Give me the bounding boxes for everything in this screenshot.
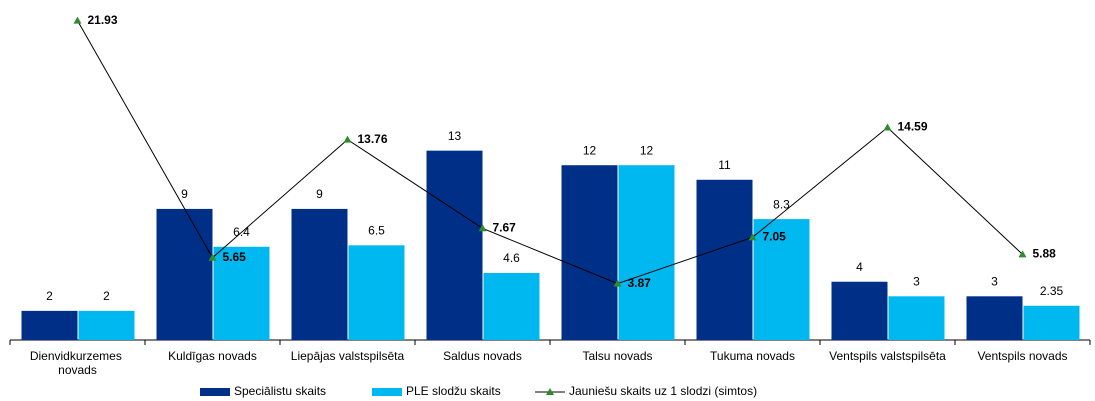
x-tick-label: Talsu novads xyxy=(582,349,652,363)
bar-value-label: 4.6 xyxy=(503,251,520,265)
bar-value-label: 9 xyxy=(181,187,188,201)
x-tick-label: Liepājas valstspilsēta xyxy=(291,349,405,363)
line-value-label: 14.59 xyxy=(898,120,928,134)
x-tick-label: Ventspils valstspilsēta xyxy=(829,349,946,363)
bar-value-label: 8.3 xyxy=(773,197,790,211)
bar-value-label: 13 xyxy=(448,129,462,143)
bar-value-label: 6.5 xyxy=(368,223,385,237)
bar-value-label: 2 xyxy=(103,289,110,303)
bar xyxy=(426,150,483,340)
line-value-label: 7.05 xyxy=(763,229,787,243)
line-value-label: 5.88 xyxy=(1033,247,1057,261)
line-marker xyxy=(613,279,622,287)
bar-value-label: 12 xyxy=(583,143,597,157)
bar-value-label: 3 xyxy=(913,274,920,288)
line-value-label: 21.93 xyxy=(88,13,118,27)
line-value-label: 5.65 xyxy=(223,250,247,264)
bar xyxy=(966,296,1023,340)
line-marker xyxy=(1018,250,1027,258)
bar xyxy=(888,296,945,340)
x-tick-label-line: novads xyxy=(58,363,97,377)
bar-value-label: 2 xyxy=(46,289,53,303)
x-tick-label: Ventspils novads xyxy=(977,349,1067,363)
bar-value-label: 9 xyxy=(316,187,323,201)
bar xyxy=(1023,305,1080,340)
bar xyxy=(348,245,405,340)
x-tick-label: Dienvidkurzemes novads xyxy=(30,349,125,377)
bar xyxy=(78,310,135,340)
bar-value-label: 2.35 xyxy=(1040,284,1064,298)
legend-label: PLE slodžu skaits xyxy=(406,384,501,398)
legend-swatch xyxy=(200,388,230,396)
bar xyxy=(213,246,270,340)
bar-value-label: 4 xyxy=(856,260,863,274)
bar xyxy=(618,165,675,340)
line-marker xyxy=(883,123,892,131)
line-marker xyxy=(478,224,487,232)
line-marker xyxy=(208,253,217,261)
bar xyxy=(483,273,540,340)
bar-value-label: 12 xyxy=(640,143,654,157)
bar xyxy=(291,208,348,340)
line-marker xyxy=(73,16,82,24)
line-marker xyxy=(343,135,352,143)
bar xyxy=(561,165,618,340)
x-tick-label: Tukuma novads xyxy=(710,349,795,363)
x-tick-label-line: Dienvidkurzemes xyxy=(30,349,125,363)
bar xyxy=(831,281,888,340)
bar-value-label: 11 xyxy=(718,158,731,172)
bar xyxy=(156,208,213,340)
bar xyxy=(753,219,810,340)
x-tick-label: Saldus novads xyxy=(443,349,522,363)
line-value-label: 3.87 xyxy=(628,276,652,290)
bar-value-label: 3 xyxy=(991,274,998,288)
line xyxy=(77,20,1023,285)
line-value-label: 13.76 xyxy=(358,132,388,146)
legend-label: Jauniešu skaits uz 1 slodzi (simtos) xyxy=(569,384,757,398)
bar xyxy=(696,179,753,340)
x-tick-label: Kuldīgas novads xyxy=(168,349,257,363)
bar xyxy=(21,310,78,340)
legend-label: Speciālistu skaits xyxy=(234,384,326,398)
line-marker xyxy=(748,233,757,241)
legend-swatch xyxy=(372,388,402,396)
line-value-label: 7.67 xyxy=(493,220,517,234)
legend-marker xyxy=(546,388,554,395)
